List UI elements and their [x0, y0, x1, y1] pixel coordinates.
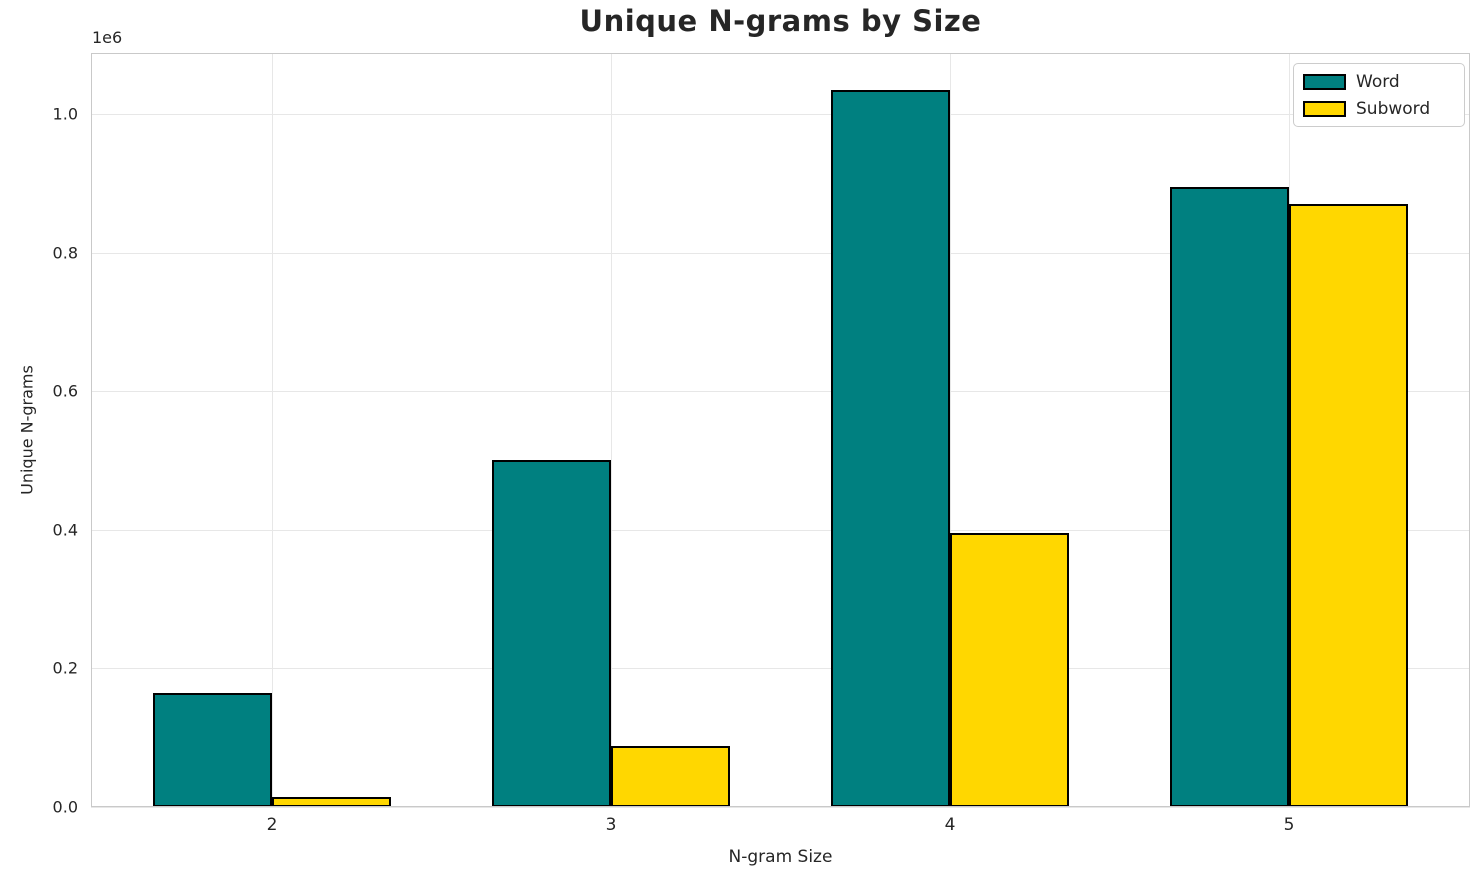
- bar-word-5: [1170, 186, 1289, 807]
- chart-title: Unique N-grams by Size: [579, 4, 982, 38]
- x-tick-label: 5: [1283, 815, 1295, 835]
- y-axis-label: Unique N-grams: [17, 365, 37, 495]
- legend-swatch-subword: [1303, 100, 1346, 117]
- y-gridline: [91, 807, 1470, 808]
- legend-item-subword: Subword: [1303, 99, 1464, 119]
- y-gridline: [91, 668, 1470, 670]
- y-gridline: [91, 391, 1470, 393]
- x-gridline: [272, 53, 273, 807]
- x-gridline: [950, 53, 951, 807]
- y-gridline: [91, 529, 1470, 531]
- y-tick-label: 0.0: [52, 797, 78, 817]
- x-tick-label: 4: [944, 815, 956, 835]
- plot-area: [91, 53, 1470, 808]
- legend-label: Word: [1356, 71, 1400, 92]
- x-gridline: [611, 53, 612, 807]
- bar-word-4: [831, 89, 950, 807]
- legend-item-word: Word: [1303, 72, 1464, 92]
- bar-subword-2: [272, 796, 391, 807]
- legend: Word Subword: [1293, 63, 1465, 127]
- y-axis-offset-label: 1e6: [92, 28, 123, 47]
- y-tick-label: 0.2: [52, 658, 78, 678]
- x-tick-label: 2: [266, 815, 278, 835]
- bar-subword-5: [1289, 204, 1408, 807]
- y-gridline: [91, 113, 1470, 115]
- y-tick-label: 0.8: [52, 243, 78, 263]
- legend-label: Subword: [1356, 98, 1431, 119]
- bar-subword-3: [611, 746, 730, 807]
- bar-word-3: [492, 460, 611, 807]
- y-gridline: [91, 252, 1470, 254]
- legend-swatch-word: [1303, 73, 1346, 90]
- x-axis-label: N-gram Size: [728, 847, 833, 867]
- y-tick-label: 1.0: [52, 104, 78, 124]
- y-tick-label: 0.4: [52, 520, 78, 540]
- bar-word-2: [153, 692, 272, 807]
- bar-subword-4: [950, 533, 1069, 807]
- y-tick-label: 0.6: [52, 381, 78, 401]
- x-tick-label: 3: [605, 815, 617, 835]
